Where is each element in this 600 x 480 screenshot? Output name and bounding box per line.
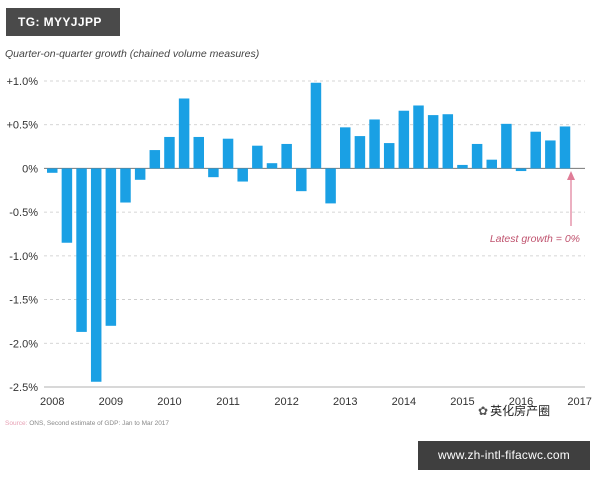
bar [252,145,263,169]
y-tick-label: -2.0% [9,338,38,350]
y-tick-label: -1.5% [9,295,38,307]
year-label: 2010 [157,396,181,408]
year-label: 2014 [392,396,416,408]
bar [559,126,571,169]
year-label: 2012 [274,396,298,408]
bar [457,164,468,169]
year-label: 2016 [509,396,533,408]
bar [178,98,190,169]
chart-subtitle: Quarter-on-quarter growth (chained volum… [5,48,260,60]
bar [90,168,102,382]
source-text: ONS, Second estimate of GDP: Jan to Mar … [29,420,170,427]
bar [325,168,336,204]
gridlines [44,80,585,388]
y-tick-label: -1.0% [9,251,38,263]
wechat-label: 英化房产圈 [490,404,551,418]
latest-annotation: Latest growth = 0% [490,171,580,245]
source-note: Source: ONS, Second estimate of GDP: Jan… [5,420,169,427]
y-axis-ticks: +1.0% +0.5% 0% -0.5% -1.0% -1.5% -2.0% -2.5% [7,76,39,394]
x-axis-years: 2008 2009 2010 2011 2012 2013 2014 2015 2016 2017 [40,396,592,408]
y-tick-label: +1.0% [7,76,39,88]
bar [281,143,292,169]
y-tick-label: -2.5% [9,382,38,394]
source-label: Source: [5,420,28,427]
growth-bar-chart: +1.0% +0.5% 0% -0.5% -1.0% -1.5% -2.0% -2.5% 20… [7,76,592,408]
bar [310,82,322,169]
year-label: 2017 [567,396,591,408]
bar [76,168,87,332]
bar [442,114,454,169]
bar [501,123,512,169]
wechat-icon: ✿ [478,404,489,418]
bar [471,143,483,169]
y-tick-label: 0% [22,163,38,175]
annotation-text: Latest growth = 0% [490,233,580,245]
bar [413,105,424,169]
bar [134,168,146,180]
bar [266,163,278,169]
year-label: 2011 [216,396,240,408]
bar [47,168,58,173]
bar [296,168,307,192]
year-label: 2008 [40,396,64,408]
bar [193,136,204,169]
bar [383,143,395,169]
bars [47,82,571,382]
bar [369,119,380,169]
bar [61,168,73,243]
bar [340,127,351,169]
bar [149,150,161,169]
bar [398,110,410,169]
bar [105,168,117,326]
bar [427,115,439,169]
bar [222,138,234,169]
bar [545,140,556,169]
y-tick-label: +0.5% [7,120,39,132]
wechat-watermark: ✿ 英化房产圈 [478,402,550,419]
y-tick-label: -0.5% [9,207,38,219]
bar [237,168,248,182]
bar [120,168,131,203]
year-label: 2015 [450,396,474,408]
channel-tag: TG: MYYJJPP [6,8,120,36]
bar [164,136,175,169]
bar [208,168,219,178]
bar [530,131,541,169]
year-label: 2013 [333,396,357,408]
year-label: 2009 [99,396,123,408]
bar [354,136,366,169]
bar [515,168,527,172]
url-banner[interactable]: www.zh-intl-fifacwc.com [418,441,590,470]
bar [486,159,497,169]
annotation-arrow-head [567,171,575,180]
